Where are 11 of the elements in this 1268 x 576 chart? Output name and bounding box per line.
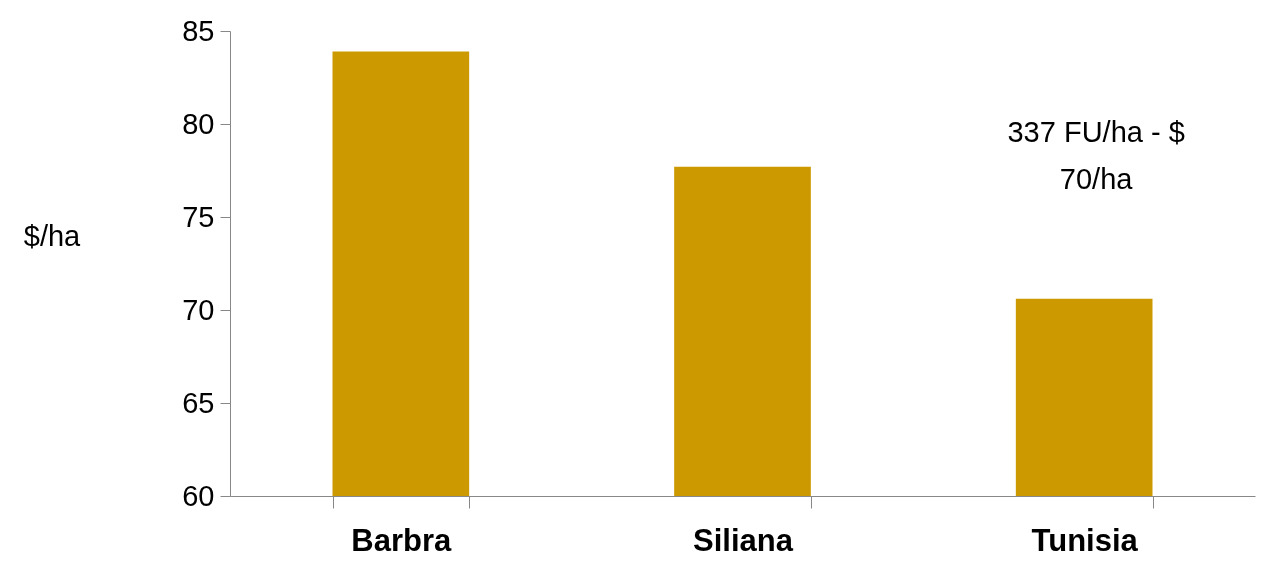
y-tick-label: 75 — [182, 200, 215, 233]
x-tick-label: Barbra — [351, 522, 453, 558]
y-tick-label: 65 — [182, 386, 215, 419]
x-tick-label: Tunisia — [1031, 522, 1139, 558]
y-tick-label: 80 — [182, 107, 215, 140]
annotation: 337 FU/ha - $ 70/ha — [1007, 116, 1185, 196]
y-tick-label: 60 — [182, 479, 215, 512]
y-tick-label: 85 — [182, 14, 215, 47]
y-axis-title: $/ha — [23, 219, 82, 252]
y-tick-label: 70 — [182, 293, 215, 326]
x-tick-label: Siliana — [693, 522, 794, 558]
